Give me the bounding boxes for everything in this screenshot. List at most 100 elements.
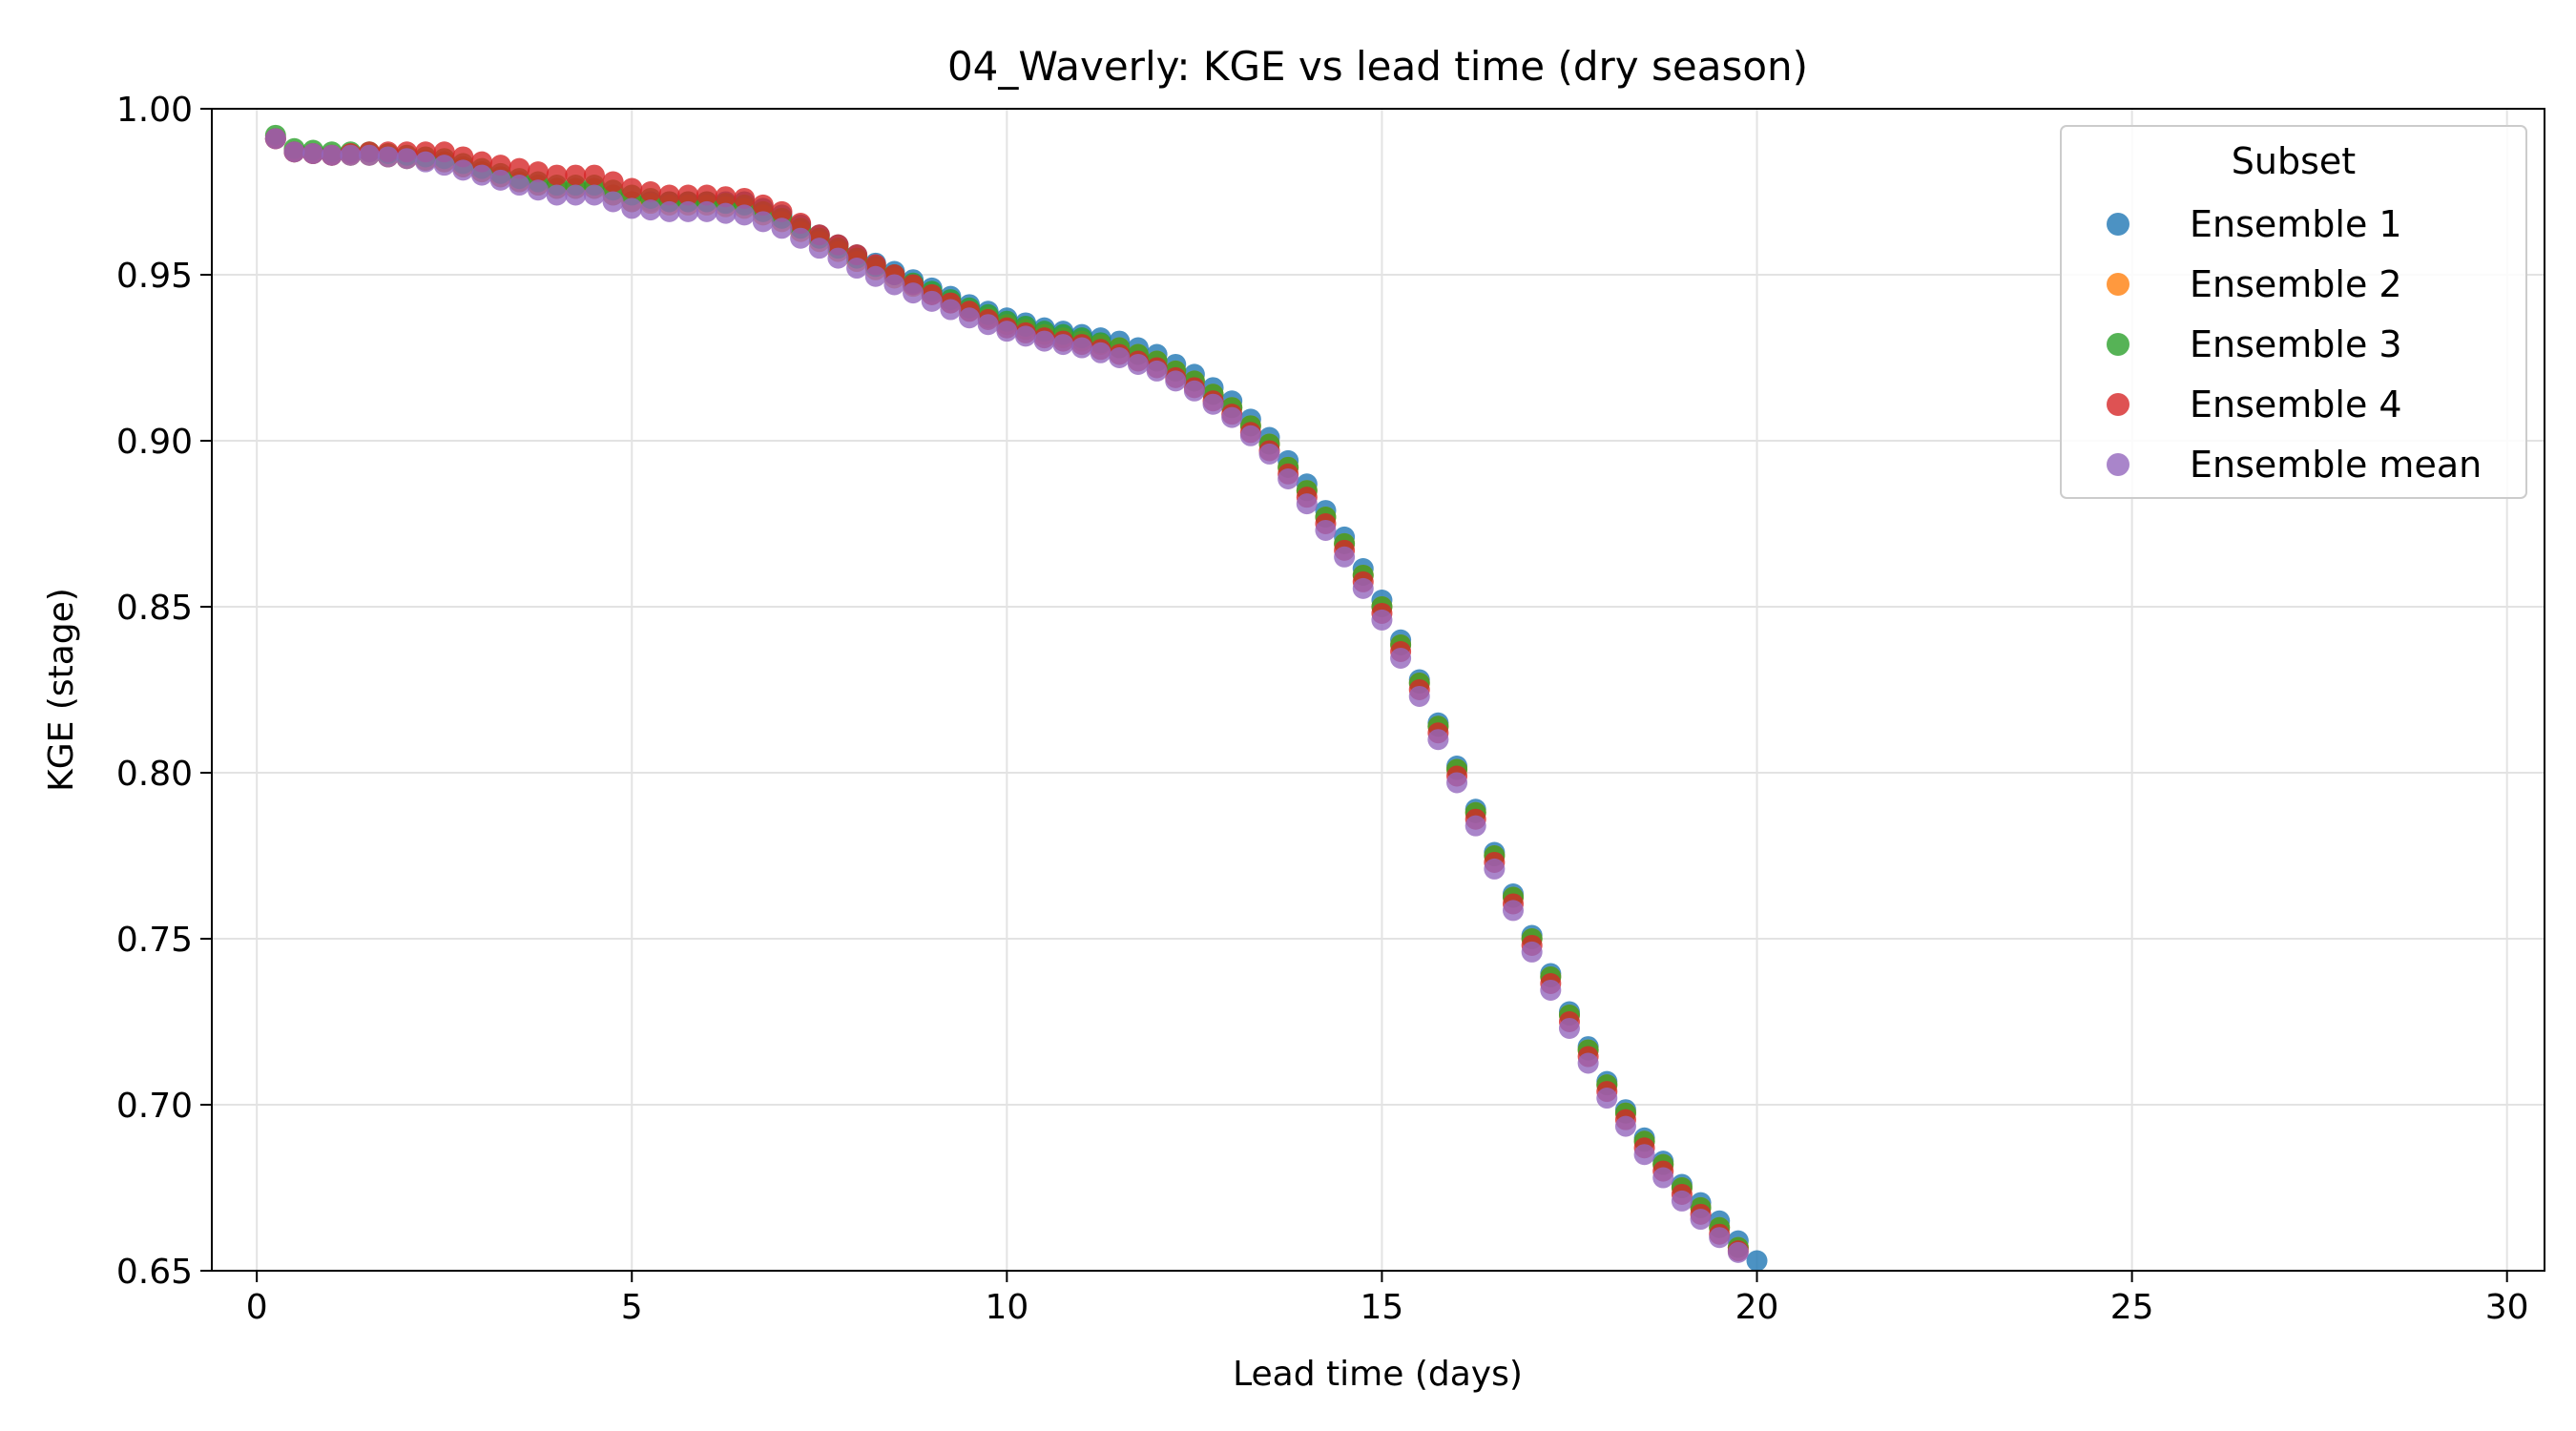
data-point (846, 258, 868, 280)
data-point (771, 200, 793, 222)
data-point (527, 179, 549, 201)
data-point (827, 247, 849, 269)
legend-label: Ensemble 2 (2190, 263, 2402, 305)
data-point (1727, 1241, 1749, 1263)
legend-marker (2107, 213, 2129, 236)
data-point (1614, 1115, 1636, 1137)
legend-label: Ensemble 1 (2190, 203, 2402, 245)
legend-label: Ensemble 3 (2190, 323, 2402, 365)
x-axis: 0 5 10 15 20 25 30 (246, 1271, 2529, 1327)
data-point (790, 213, 812, 235)
data-point (1521, 941, 1543, 963)
x-axis-label: Lead time (days) (1233, 1355, 1523, 1394)
data-point (1146, 360, 1168, 382)
data-point (903, 282, 924, 304)
legend-marker (2107, 453, 2129, 476)
data-point (471, 164, 493, 186)
data-point (696, 200, 717, 222)
data-point (1746, 1250, 1768, 1272)
data-point (1427, 729, 1449, 751)
data-point (996, 321, 1018, 342)
legend-marker (2107, 273, 2129, 296)
data-point (1033, 330, 1055, 352)
data-point (565, 184, 587, 206)
x-tick-label: 5 (621, 1288, 643, 1327)
data-point (658, 200, 680, 222)
data-point (359, 144, 381, 166)
data-point (677, 184, 699, 206)
data-point (752, 211, 774, 233)
plot-frame (211, 108, 2545, 1272)
y-tick-label: 0.85 (116, 589, 193, 628)
data-point (959, 307, 981, 329)
data-point (621, 177, 643, 199)
data-point (1014, 325, 1036, 347)
data-point (696, 184, 717, 206)
data-point (1540, 979, 1562, 1001)
data-point (1109, 347, 1131, 368)
data-point (1239, 425, 1261, 446)
data-point (1558, 1017, 1580, 1039)
data-points (264, 124, 1768, 1272)
data-point (1503, 900, 1525, 922)
y-tick-label: 0.75 (116, 921, 193, 960)
data-point (415, 151, 437, 173)
data-point (527, 161, 549, 183)
data-point (1334, 546, 1356, 568)
data-point (377, 146, 399, 168)
data-point (1165, 370, 1187, 392)
data-point (546, 184, 568, 206)
legend-label: Ensemble mean (2190, 444, 2482, 486)
legend-label: Ensemble 4 (2190, 384, 2402, 425)
data-point (1484, 858, 1506, 880)
data-point (1258, 443, 1280, 465)
data-point (321, 144, 343, 166)
data-point (639, 199, 661, 221)
legend-marker (2107, 393, 2129, 416)
data-point (1202, 393, 1224, 415)
data-point (452, 159, 474, 181)
x-tick-label: 30 (2485, 1288, 2529, 1327)
data-point (1371, 609, 1393, 631)
data-point (340, 144, 362, 166)
legend-box (2060, 125, 2527, 499)
data-point (1278, 468, 1299, 490)
data-point (1296, 493, 1318, 515)
y-tick-label: 1.00 (116, 91, 193, 130)
data-point (1465, 815, 1486, 837)
data-point (715, 186, 737, 208)
y-tick-label: 0.90 (116, 423, 193, 462)
legend-marker (2107, 333, 2129, 356)
data-point (433, 155, 455, 176)
data-point (1221, 406, 1243, 428)
data-point (509, 175, 530, 197)
data-point (489, 169, 511, 191)
data-point (1090, 342, 1111, 363)
data-point (283, 141, 305, 163)
data-point (1709, 1227, 1731, 1249)
data-point (864, 265, 886, 287)
y-tick-label: 0.65 (116, 1253, 193, 1292)
data-point (1671, 1190, 1693, 1212)
data-point (396, 148, 418, 170)
data-point (1577, 1052, 1599, 1074)
x-tick-label: 25 (2110, 1288, 2154, 1327)
data-point (658, 184, 680, 206)
data-point (602, 191, 624, 213)
data-point (1315, 519, 1337, 541)
data-point (1127, 353, 1149, 375)
data-point (639, 181, 661, 202)
data-point (752, 194, 774, 216)
data-point (883, 274, 905, 296)
x-tick-label: 10 (985, 1288, 1028, 1327)
data-point (790, 227, 812, 249)
y-axis-label: KGE (stage) (42, 588, 81, 792)
data-point (602, 171, 624, 193)
chart-title: 04_Waverly: KGE vs lead time (dry season… (947, 43, 1808, 90)
y-tick-label: 0.95 (116, 257, 193, 296)
data-point (1652, 1167, 1674, 1189)
data-point (264, 128, 286, 150)
data-point (1446, 772, 1468, 794)
